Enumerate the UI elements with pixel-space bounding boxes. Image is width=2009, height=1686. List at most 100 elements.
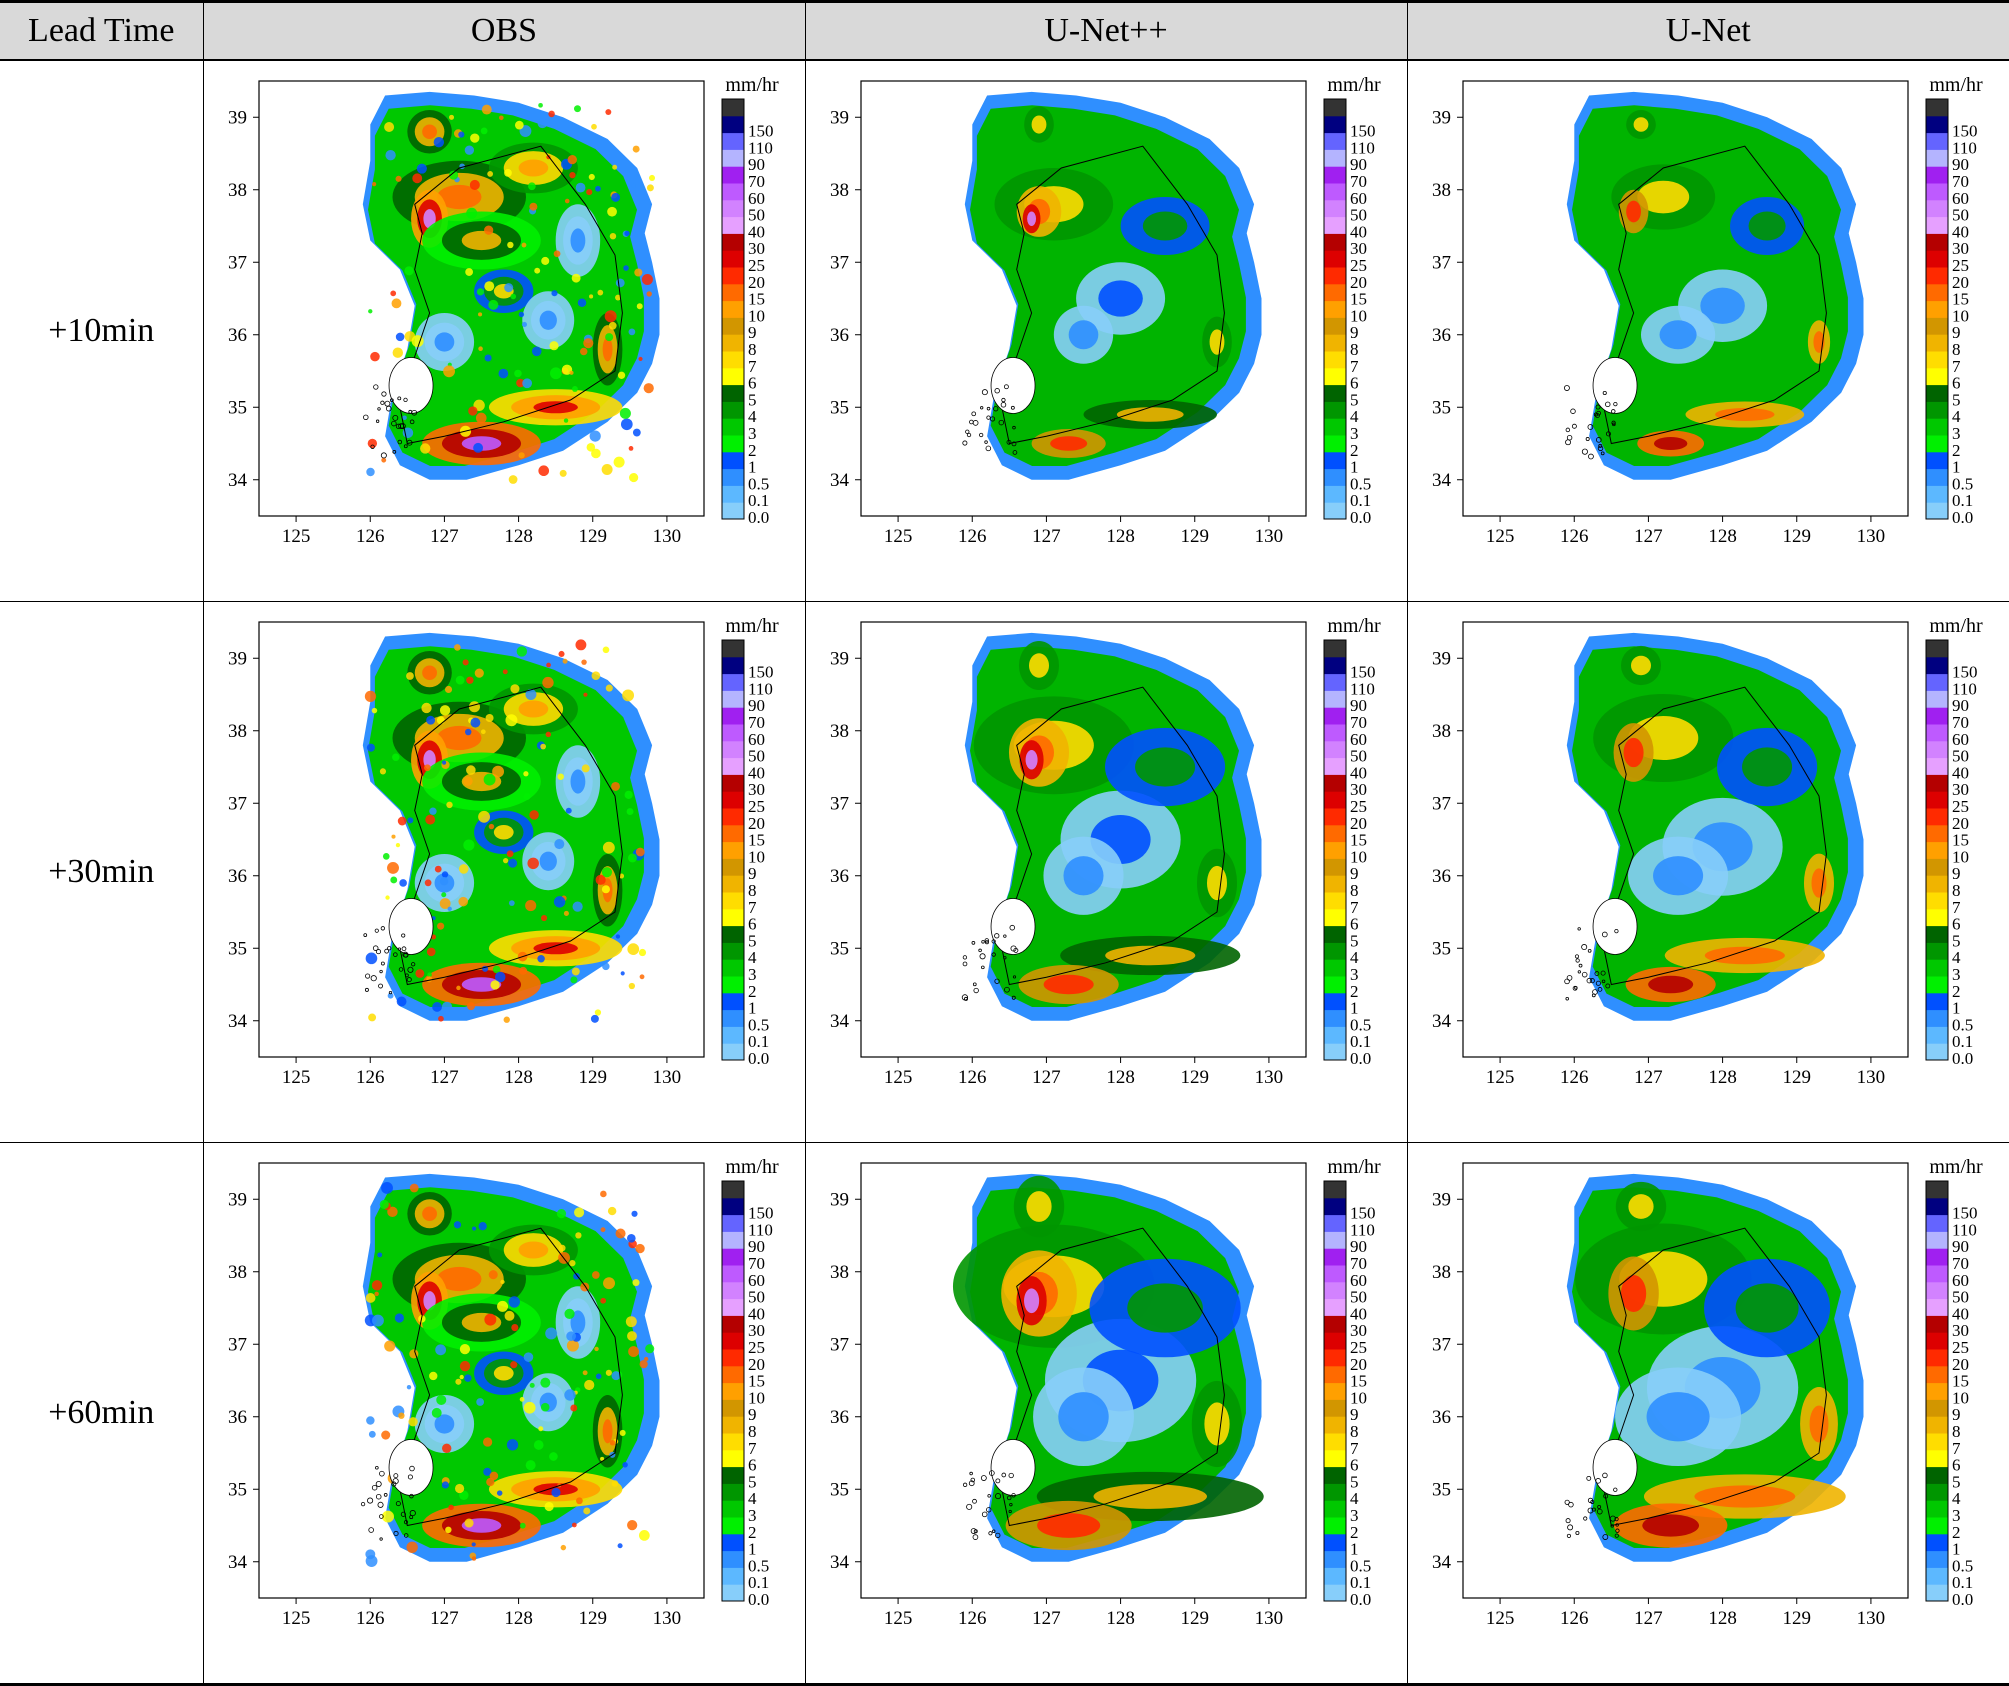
island — [391, 414, 398, 421]
colorbar-segment — [721, 232, 744, 251]
rain-speckle — [608, 321, 617, 330]
y-tick-label: 39 — [228, 1190, 247, 1211]
rain-speckle — [459, 1375, 464, 1380]
rain-speckle — [630, 1211, 638, 1218]
rain-speckle — [395, 175, 402, 182]
rain-speckle — [365, 467, 375, 476]
colorbar-tick-label: 9 — [1952, 864, 1961, 883]
colorbar-tick-label: 25 — [1350, 797, 1367, 816]
rain-speckle — [441, 870, 448, 878]
rain-speckle — [371, 181, 376, 186]
rain-speckle — [459, 1344, 470, 1355]
island — [964, 429, 969, 434]
y-tick-label: 37 — [228, 252, 247, 273]
rain-cell — [1714, 407, 1774, 421]
colorbar-segment — [1925, 824, 1948, 842]
colorbar-segment — [1925, 740, 1948, 758]
rain-speckle — [624, 790, 633, 799]
rain-speckle — [550, 289, 558, 296]
colorbar-tick-label: 90 — [748, 696, 765, 715]
colorbar-segment — [721, 942, 744, 960]
panel-cell: 125 126 127 128 129 130 34 35 36 37 38 39 0.0 0.1 0.5 1… — [202, 600, 806, 1144]
rain-cell — [1633, 116, 1648, 132]
rain-speckle — [556, 1209, 566, 1219]
rain-speckle — [369, 351, 380, 361]
island — [1011, 440, 1016, 446]
colorbar-tick-label: 25 — [1952, 797, 1969, 816]
rain-speckle — [448, 170, 458, 180]
island — [371, 1485, 377, 1491]
rain-cell — [1630, 655, 1651, 675]
x-tick-label: 128 — [1708, 1608, 1737, 1629]
colorbar-segment — [1323, 908, 1346, 926]
colorbar-segment — [1323, 1282, 1346, 1300]
rain-cell — [1134, 747, 1195, 787]
island — [1587, 1498, 1593, 1504]
colorbar-tick-label: 0.0 — [1952, 1590, 1973, 1609]
colorbar-segment — [721, 757, 744, 775]
colorbar-frame — [721, 1180, 744, 1602]
y-tick-label: 39 — [1432, 107, 1451, 128]
rain-speckle — [545, 731, 551, 737]
island — [1595, 436, 1602, 443]
island — [1601, 931, 1608, 937]
colorbar-tick-label: 9 — [1350, 323, 1359, 342]
rain-speckle — [488, 823, 494, 829]
colorbar-segment — [721, 958, 744, 977]
y-tick-label: 38 — [1432, 179, 1451, 200]
rain-speckle — [613, 456, 625, 468]
colorbar-segment — [1925, 807, 1948, 825]
rain-speckle — [604, 309, 617, 322]
rain-speckle — [626, 942, 639, 955]
colorbar-tick-label: 4 — [1952, 407, 1961, 426]
rain-speckle — [516, 645, 527, 657]
rain-speckle — [459, 1361, 470, 1372]
rain-speckle — [527, 181, 536, 190]
rain-speckle — [426, 947, 436, 956]
y-tick-label: 35 — [1432, 397, 1451, 418]
rain-speckle — [507, 858, 517, 868]
rain-speckle — [599, 1457, 604, 1462]
colorbar-segment — [1323, 841, 1346, 859]
rain-cell — [1126, 1283, 1203, 1333]
colorbar-segment — [1323, 807, 1346, 825]
island — [961, 440, 967, 446]
colorbar-segment — [1925, 757, 1948, 775]
rain-cell — [1699, 287, 1745, 324]
colorbar-segment — [1323, 451, 1346, 469]
colorbar-tick-label: 0.0 — [1350, 1049, 1371, 1068]
colorbar-segment — [721, 283, 744, 301]
x-tick-label: 129 — [578, 526, 607, 547]
island — [397, 439, 402, 444]
rain-cell — [1023, 1288, 1039, 1314]
colorbar-segment — [721, 858, 744, 876]
rain-speckle — [601, 884, 610, 893]
colorbar-tick-label: 60 — [1952, 188, 1969, 207]
colorbar-segment — [1323, 1042, 1346, 1061]
rain-speckle — [509, 1361, 517, 1369]
colorbar-tick-label: 3 — [748, 1506, 757, 1525]
colorbar-segment — [721, 1026, 744, 1044]
colorbar-tick-label: 25 — [1350, 1338, 1367, 1357]
rain-speckle — [409, 1183, 419, 1193]
colorbar-tick-label: 0.5 — [1952, 1557, 1973, 1576]
colorbar-segment — [1323, 690, 1346, 708]
island — [389, 397, 394, 402]
island — [983, 439, 988, 444]
colorbar-segment — [721, 434, 744, 452]
rain-cell — [1627, 1194, 1654, 1220]
rain-speckle — [380, 1430, 390, 1440]
colorbar-tick-label: 40 — [1350, 222, 1367, 241]
colorbar-tick-label: 5 — [748, 390, 757, 409]
rain-speckle — [502, 668, 508, 674]
panel-cell: 125 126 127 128 129 130 34 35 36 37 38 39 0.0 0.1 0.5 1… — [1406, 59, 2009, 602]
colorbar-tick-label: 0.0 — [1350, 508, 1371, 527]
island — [1582, 1516, 1587, 1521]
island — [406, 966, 413, 973]
rain-speckle — [485, 1478, 495, 1487]
island — [408, 1494, 414, 1499]
rain-cell — [532, 400, 578, 413]
x-tick-label: 126 — [958, 1067, 987, 1088]
island — [403, 1533, 408, 1539]
island — [1613, 1517, 1619, 1522]
